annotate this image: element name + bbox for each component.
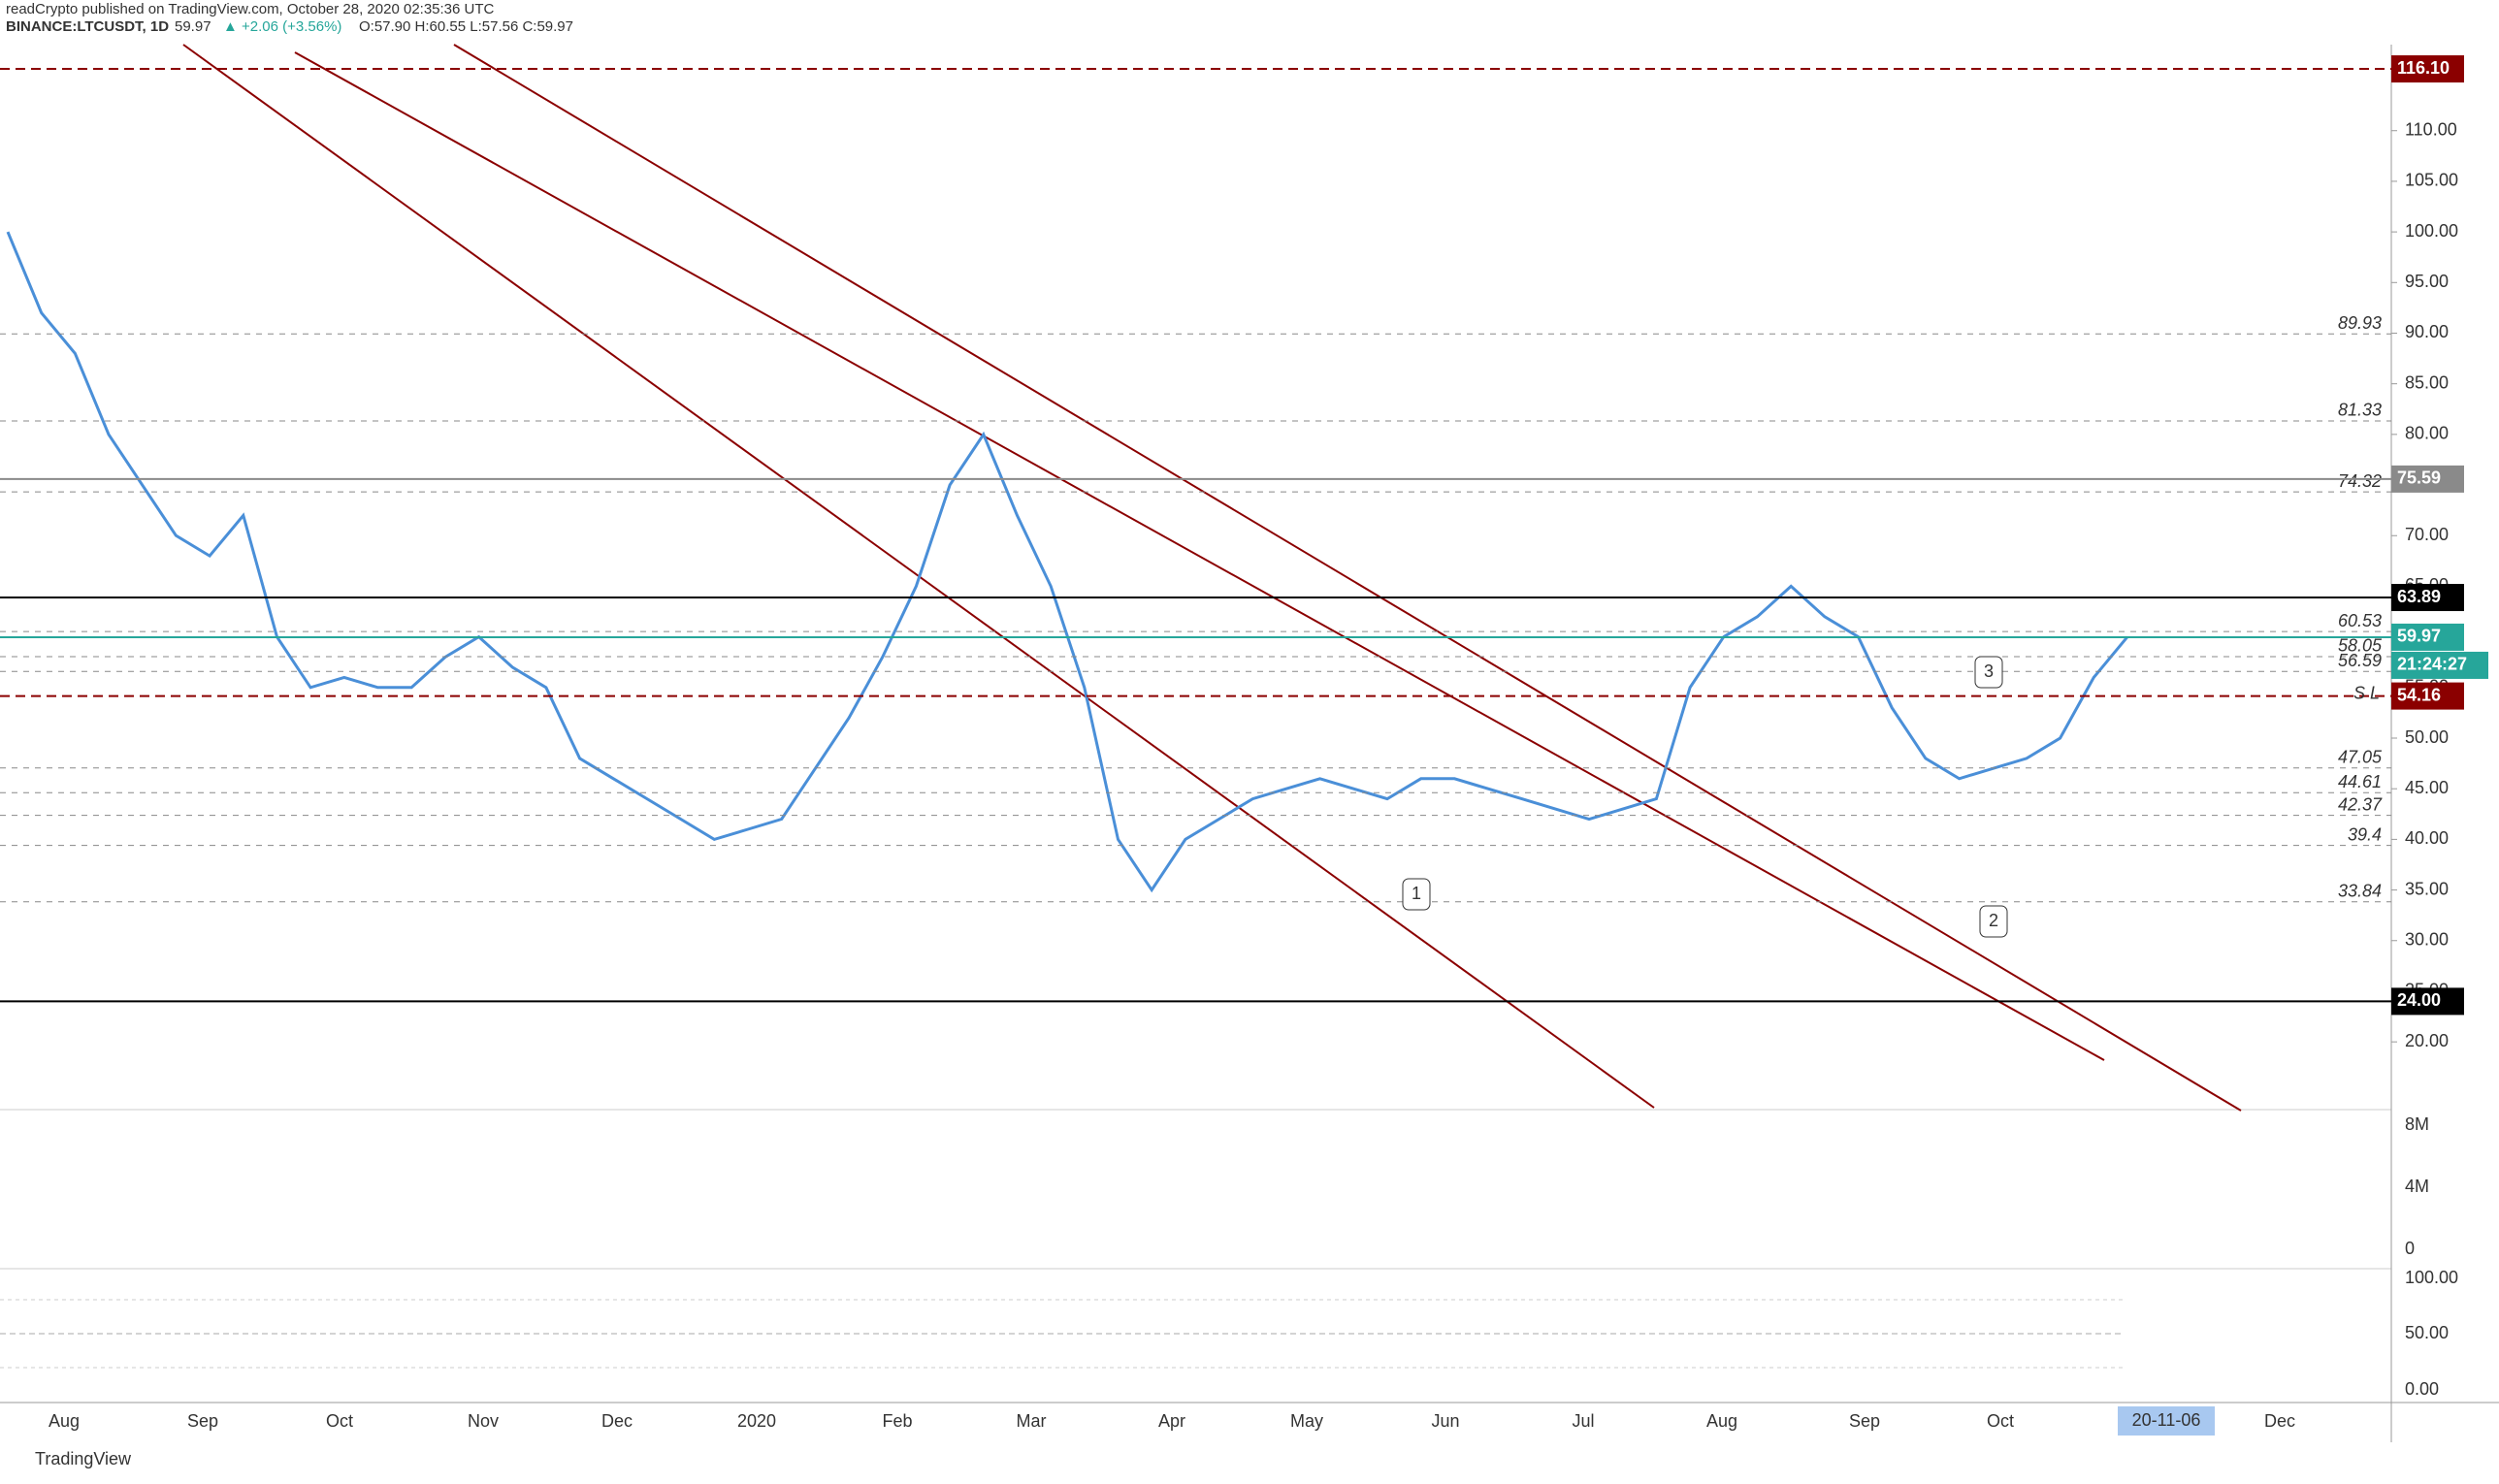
y-tick-label: 105.00	[2405, 171, 2458, 190]
y-tick-label: 70.00	[2405, 525, 2449, 544]
y-tick-label: 80.00	[2405, 424, 2449, 443]
change: ▲ +2.06 (+3.56%)	[223, 18, 341, 35]
cursor-date-tag	[2118, 1406, 2215, 1436]
trendline	[294, 51, 2105, 1061]
level-label: 47.05	[2338, 748, 2383, 767]
x-tick-label: Dec	[601, 1411, 633, 1431]
marker-box	[1974, 656, 2003, 689]
last: 59.97	[175, 18, 211, 35]
x-tick-label: May	[1290, 1411, 1323, 1431]
marker-box	[1979, 905, 2008, 938]
y-tick-label: 95.00	[2405, 272, 2449, 291]
x-tick-label: Dec	[2264, 1411, 2295, 1431]
ohlc: O:57.90 H:60.55 L:57.56 C:59.97	[359, 18, 573, 35]
price-tag-label: 63.89	[2397, 587, 2441, 606]
publisher: readCrypto published on TradingView.com,…	[6, 1, 495, 17]
price-tag-label: 24.00	[2397, 990, 2441, 1010]
y-tick-label: 100.00	[2405, 221, 2458, 241]
volume-tick: 4M	[2405, 1177, 2429, 1196]
volume-tick: 0	[2405, 1239, 2415, 1258]
level-label: 44.61	[2338, 772, 2382, 791]
y-tick-label: 110.00	[2405, 119, 2457, 139]
oscillator-tick: 50.00	[2405, 1323, 2449, 1342]
y-tick-label: 50.00	[2405, 727, 2449, 747]
level-label: 39.4	[2348, 824, 2382, 844]
x-tick-label: Sep	[187, 1411, 218, 1431]
x-tick-label: Oct	[326, 1411, 353, 1431]
stop-loss: S L	[2353, 683, 2380, 702]
countdown-tag	[2391, 651, 2488, 679]
x-tick-label: Mar	[1017, 1411, 1047, 1431]
oscillator-tick: 0.00	[2405, 1379, 2439, 1399]
x-tick-label: Oct	[1987, 1411, 2014, 1431]
marker-box	[1402, 878, 1431, 911]
price-tag	[2391, 55, 2464, 83]
x-tick-label: Aug	[1706, 1411, 1737, 1431]
price-tag-label: 54.16	[2397, 685, 2441, 704]
level-label: 89.93	[2338, 313, 2382, 333]
footer-logo: TradingView	[35, 1449, 132, 1468]
price-tag	[2391, 465, 2464, 493]
level-label: 58.05	[2338, 636, 2383, 656]
price-tag	[2391, 623, 2464, 651]
volume-tick: 8M	[2405, 1114, 2429, 1134]
x-tick-label: Feb	[882, 1411, 912, 1431]
y-tick-label: 35.00	[2405, 879, 2449, 898]
oscillator-tick: 100.00	[2405, 1268, 2458, 1287]
x-tick-label: Jul	[1572, 1411, 1594, 1431]
level-label: 42.37	[2338, 794, 2383, 814]
marker-label: 1	[1412, 884, 1421, 903]
level-label: 74.32	[2338, 471, 2382, 491]
y-tick-label: 30.00	[2405, 930, 2449, 950]
y-tick-label: 40.00	[2405, 828, 2449, 848]
marker-label: 3	[1984, 661, 1994, 681]
price-tag-label: 116.10	[2397, 58, 2450, 78]
cursor-date: 20-11-06	[2132, 1410, 2201, 1430]
symbol: BINANCE:LTCUSDT, 1D	[6, 18, 169, 35]
x-tick-label: Apr	[1158, 1411, 1185, 1431]
level-label: 81.33	[2338, 401, 2382, 420]
footer-bar	[0, 1445, 2499, 1479]
marker-label: 2	[1989, 911, 1998, 930]
price-tag-label: 59.97	[2397, 627, 2441, 646]
trendline	[453, 44, 2242, 1112]
chart-marks: 20.0025.0030.0035.0040.0045.0050.0055.00…	[0, 55, 2488, 1436]
y-tick-label: 45.00	[2405, 778, 2449, 797]
y-tick-label: 85.00	[2405, 372, 2449, 392]
price-tag-label: 75.59	[2397, 468, 2441, 488]
level-label: 33.84	[2338, 881, 2382, 900]
y-tick-label: 90.00	[2405, 322, 2449, 341]
price-tag	[2391, 682, 2464, 710]
y-tick-label: 20.00	[2405, 1031, 2449, 1050]
price-tag	[2391, 584, 2464, 612]
price-tag	[2391, 987, 2464, 1016]
x-tick-label: Sep	[1849, 1411, 1880, 1431]
level-label: 60.53	[2338, 611, 2382, 630]
countdown: 21:24:27	[2397, 655, 2467, 674]
x-tick-label: 2020	[737, 1411, 776, 1431]
x-tick-label: Jun	[1431, 1411, 1459, 1431]
level-label: 56.59	[2338, 651, 2382, 670]
x-tick-label: Aug	[49, 1411, 80, 1431]
x-tick-label: Nov	[468, 1411, 499, 1431]
